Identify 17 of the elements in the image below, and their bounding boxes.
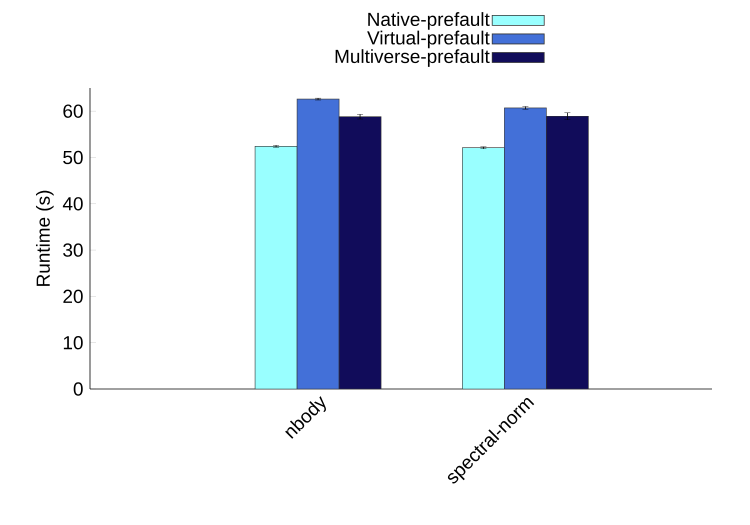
bar <box>504 108 547 389</box>
legend-label: Virtual-prefault <box>367 30 490 48</box>
y-tick-label: 0 <box>74 382 83 396</box>
y-axis-title: Runtime (s) <box>36 190 54 286</box>
y-tick-label: 30 <box>63 243 83 257</box>
bar <box>296 98 340 389</box>
y-tick-label: 20 <box>63 290 83 304</box>
bar <box>462 147 505 389</box>
y-tick-label: 40 <box>62 197 83 210</box>
bar <box>546 116 589 389</box>
y-tick-label: 50 <box>63 150 83 164</box>
legend-label: Native-prefault <box>368 12 490 30</box>
y-tick-label: 60 <box>63 104 83 118</box>
y-tick-label: 10 <box>64 336 83 350</box>
bar <box>254 146 298 389</box>
bar <box>338 116 382 389</box>
legend-label: Multiverse-prefault <box>336 49 490 67</box>
